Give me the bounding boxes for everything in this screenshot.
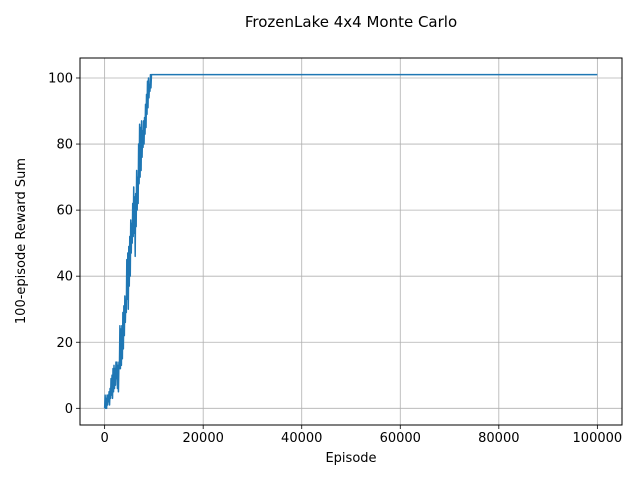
y-tick-label: 20 [56, 336, 73, 351]
chart-title: FrozenLake 4x4 Monte Carlo [245, 13, 457, 31]
y-tick-label: 40 [56, 270, 73, 285]
y-axis-label: 100-episode Reward Sum [14, 158, 29, 324]
x-tick-label: 0 [100, 431, 108, 446]
x-tick-label: 80000 [478, 431, 519, 446]
series-layer [103, 73, 598, 410]
series-line-0 [103, 73, 598, 410]
ticks: 0 20000 40000 60000 80000 100000 0 20 40 60 80 100 [48, 71, 622, 446]
x-axis-label: Episode [325, 451, 376, 466]
x-tick-label: 20000 [183, 431, 224, 446]
x-tick-label: 40000 [281, 431, 322, 446]
x-tick-label: 100000 [573, 431, 623, 446]
plot-frame [79, 57, 623, 426]
grid [80, 58, 622, 425]
y-tick-label: 100 [48, 71, 73, 86]
y-tick-label: 0 [65, 402, 73, 417]
y-tick-label: 60 [56, 204, 73, 219]
y-tick-label: 80 [56, 138, 73, 153]
x-tick-label: 60000 [380, 431, 421, 446]
